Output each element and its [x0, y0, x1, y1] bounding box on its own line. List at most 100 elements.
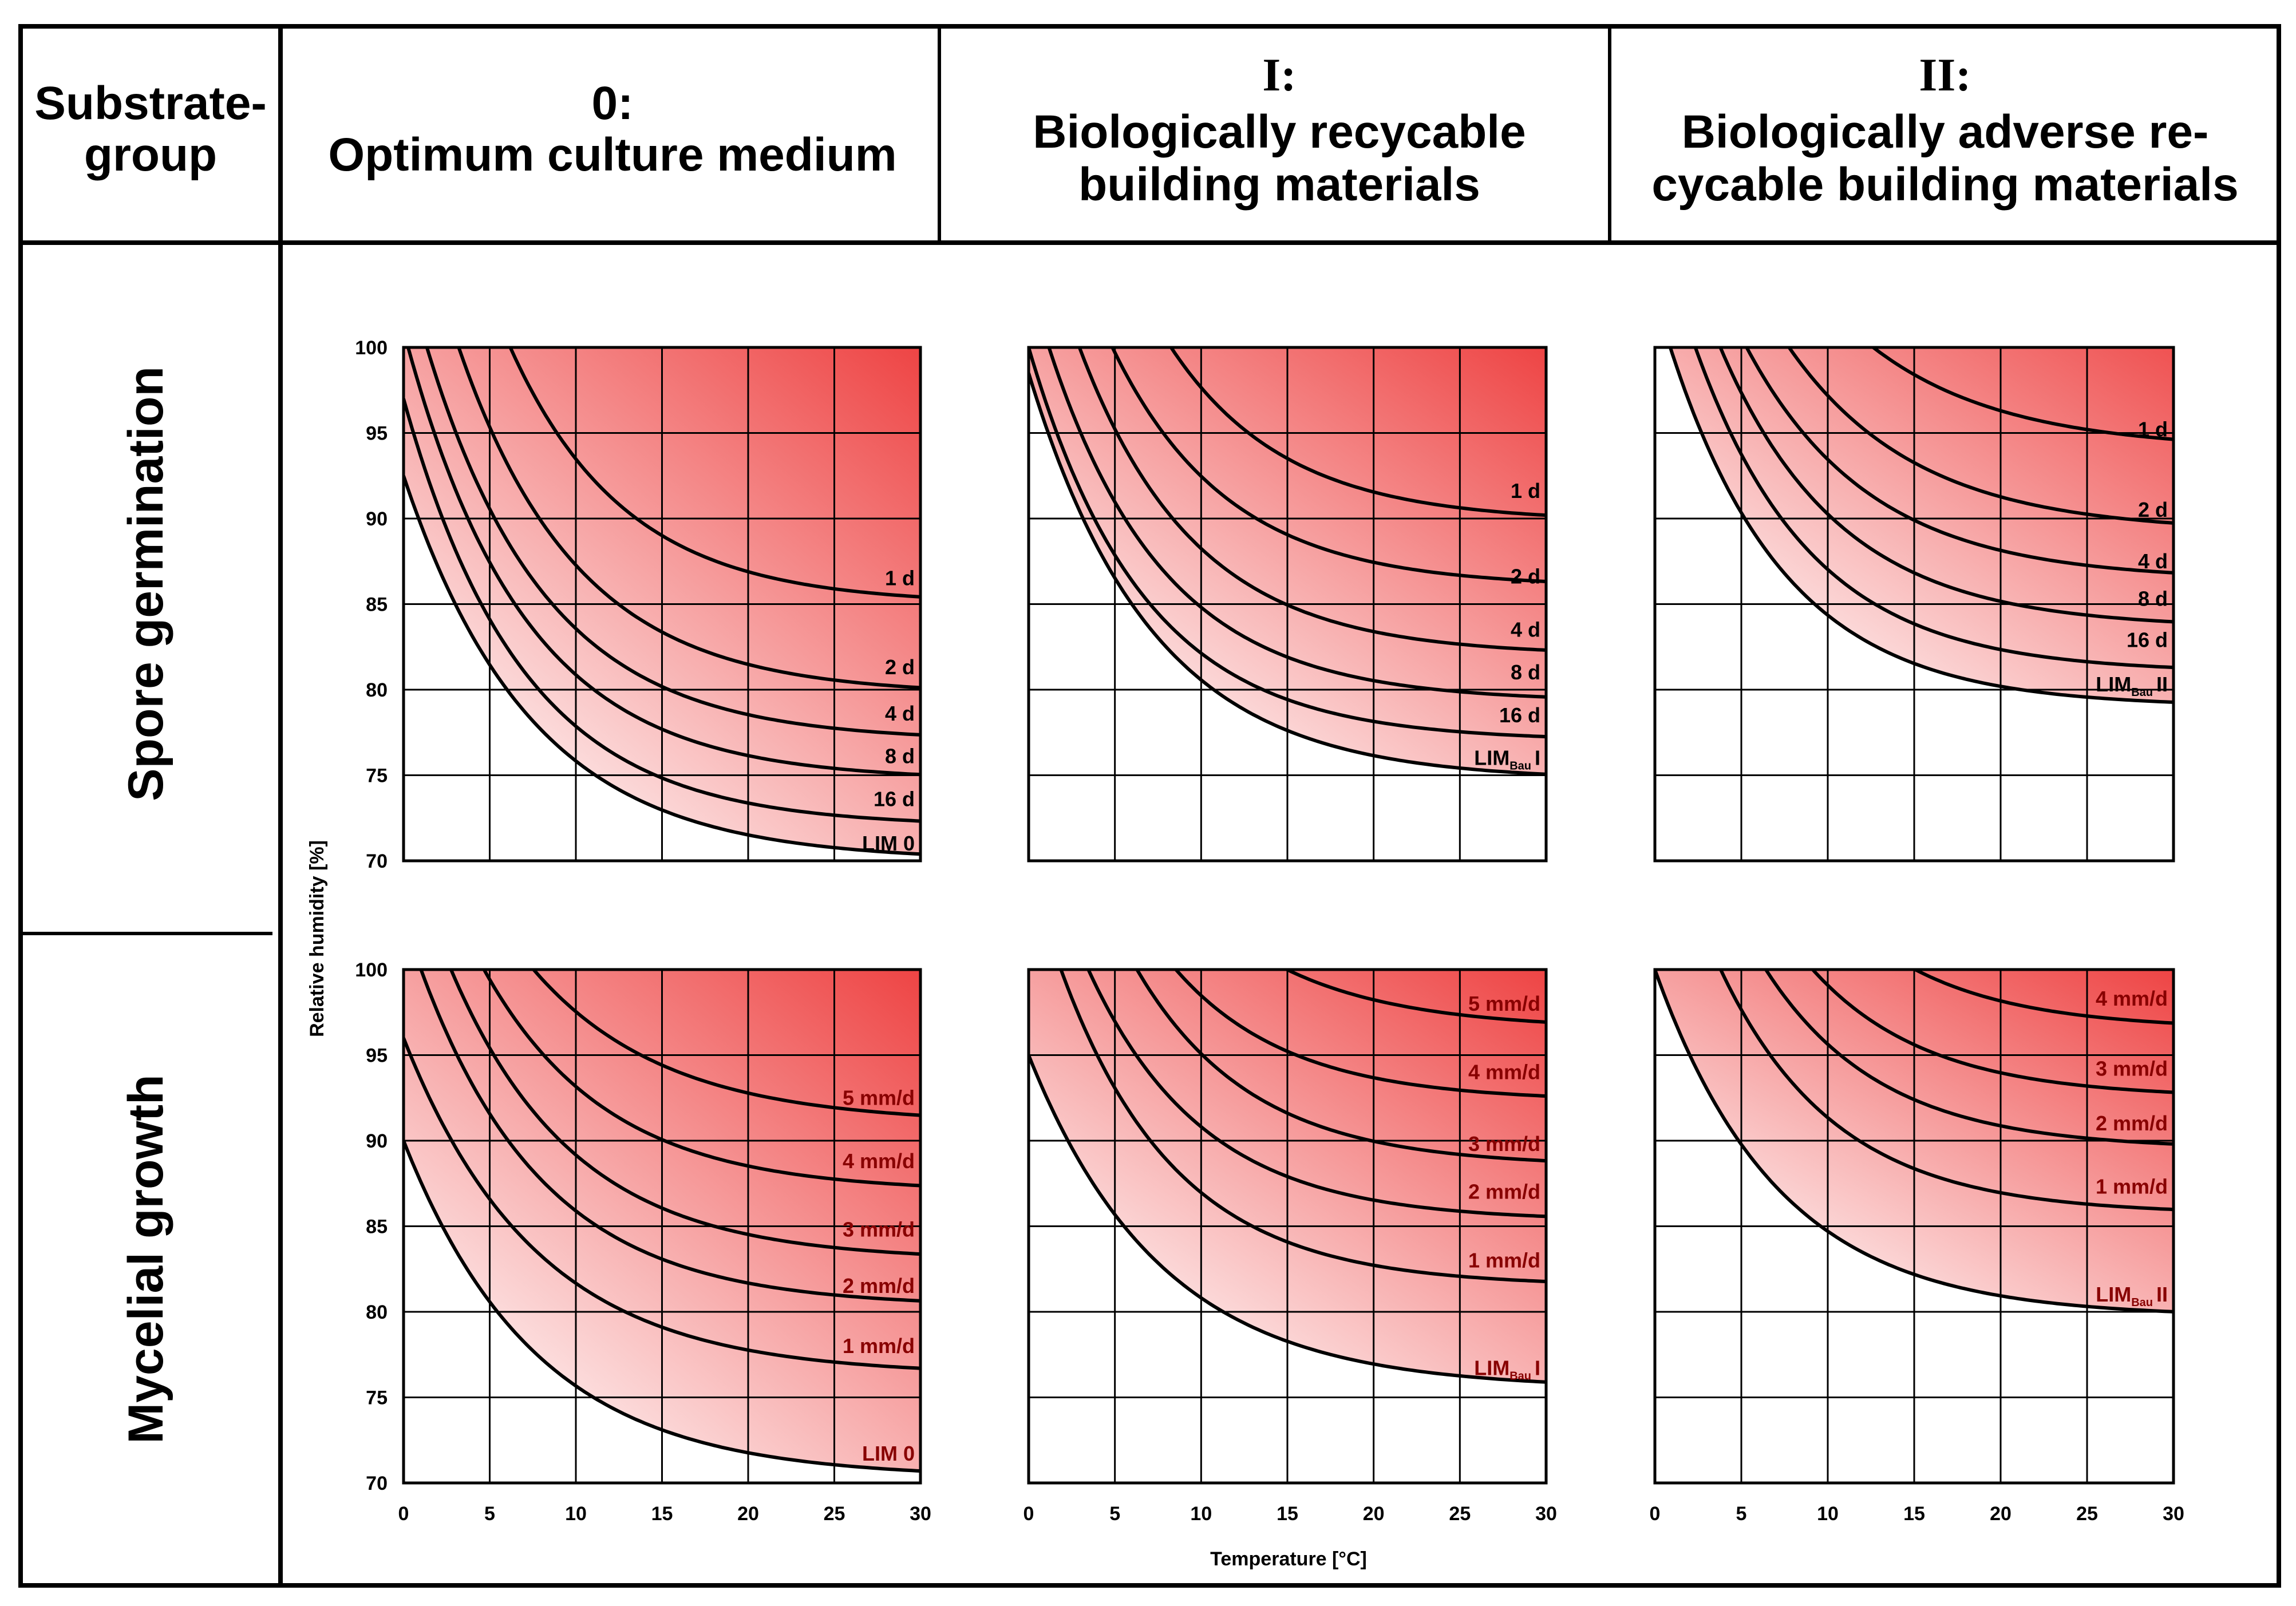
series-label: 2 d	[885, 655, 915, 679]
series-label: 2 mm/d	[2096, 1111, 2168, 1135]
series-line	[404, 1037, 920, 1370]
x-tick-label: 15	[1277, 1503, 1298, 1525]
series-line	[508, 347, 920, 599]
y-tick-label: 90	[366, 508, 388, 530]
series-line	[1135, 970, 1546, 1163]
header-col1-title: Optimum culture medium	[328, 129, 896, 181]
series-line	[404, 1140, 920, 1473]
plot-frame	[1653, 346, 2175, 863]
header-substrate-title: Substrate-	[34, 77, 267, 129]
series-line	[531, 970, 920, 1117]
y-axis-title: Relative humidity [%]	[306, 840, 328, 1037]
x-tick-label: 5	[1736, 1503, 1747, 1525]
series-label: 3 mm/d	[843, 1217, 915, 1241]
panel-myc-0: 5 mm/d 4 mm/d 3 mm/d 2 mm/d 1 mm/d LIM 0 70 75 8…	[355, 959, 931, 1525]
plot-frame	[1027, 968, 1548, 1485]
x-tick-label: 0	[398, 1503, 409, 1525]
series-label: 1 d	[1511, 479, 1540, 503]
series-line	[1810, 970, 2174, 1094]
series-line	[1787, 347, 2174, 525]
series-line	[1911, 970, 2174, 1025]
x-tick-label: 30	[910, 1503, 931, 1525]
panel-germ-0: 1 d 2 d 4 d 8 d 16 d LIM 0 70 75 80 85 90 95 100	[355, 337, 922, 872]
series-line	[425, 347, 920, 737]
x-tick-label: 15	[1903, 1503, 1925, 1525]
series-label: 1 mm/d	[1468, 1248, 1540, 1272]
y-tick-label: 95	[366, 423, 388, 445]
series-label: 2 mm/d	[1468, 1180, 1540, 1204]
x-tick-label: 10	[1817, 1503, 1839, 1525]
y-tick-label: 70	[366, 851, 388, 872]
series-line	[1029, 373, 1546, 776]
y-tick-label: 100	[355, 959, 388, 981]
series-label: 4 d	[2138, 549, 2168, 573]
header-substrate-title2: group	[84, 129, 217, 181]
series-label: 1 mm/d	[843, 1334, 915, 1358]
row-label-mycelial-growth: Mycelial growth	[118, 1074, 173, 1443]
x-tick-label: 10	[1190, 1503, 1212, 1525]
series-label: 8 d	[1511, 660, 1540, 684]
series-line	[1029, 347, 1546, 739]
series-line	[1668, 347, 2174, 704]
x-tick-label: 0	[1023, 1503, 1034, 1525]
plot-frame	[1027, 346, 1548, 863]
series-line	[404, 398, 920, 823]
series-label: 3 mm/d	[1468, 1132, 1540, 1156]
plot-frame	[402, 968, 922, 1485]
y-tick-label: 75	[366, 1387, 388, 1409]
x-tick-label: 30	[2163, 1503, 2184, 1525]
header-col3-number: II:	[1919, 49, 1971, 101]
x-tick-label: 25	[824, 1503, 845, 1525]
series-line	[419, 970, 920, 1303]
series-label: LIM 0	[862, 1442, 915, 1465]
x-tick-label: 25	[2076, 1503, 2098, 1525]
y-tick-label: 75	[366, 765, 388, 787]
series-line	[1047, 347, 1546, 699]
x-axis-title: Temperature [°C]	[1210, 1548, 1367, 1570]
series-label: 4 d	[1511, 618, 1540, 641]
y-tick-label: 80	[366, 1302, 388, 1323]
series-line	[1173, 970, 1546, 1098]
series-label: 3 mm/d	[2096, 1057, 2168, 1080]
x-tick-label: 5	[1109, 1503, 1120, 1525]
series-label: 5 mm/d	[843, 1086, 915, 1109]
series-label: 1 mm/d	[2096, 1175, 2168, 1198]
series-label: 16 d	[874, 787, 915, 810]
plot-frame	[402, 346, 922, 863]
y-tick-label: 90	[366, 1130, 388, 1152]
series-label: 5 mm/d	[1468, 992, 1540, 1015]
x-tick-label: 0	[1650, 1503, 1661, 1525]
series-label: 16 d	[2127, 628, 2168, 651]
y-tick-label: 80	[366, 679, 388, 701]
x-tick-label: 20	[1363, 1503, 1385, 1525]
series-line	[1718, 970, 2174, 1212]
x-tick-label: 25	[1449, 1503, 1471, 1525]
series-label: 8 d	[885, 745, 915, 768]
y-tick-label: 100	[355, 337, 388, 359]
header-col1-number: 0:	[592, 77, 634, 129]
series-line	[1655, 970, 2174, 1314]
y-tick-label: 85	[366, 594, 388, 616]
series-label: 2 mm/d	[843, 1274, 915, 1298]
series-line	[404, 475, 920, 856]
x-tick-label: 10	[565, 1503, 587, 1525]
y-tick-label: 85	[366, 1216, 388, 1238]
header-col2-number: I:	[1262, 49, 1296, 101]
series-label: 4 mm/d	[843, 1149, 915, 1173]
series-line	[449, 970, 920, 1256]
series-line	[1169, 347, 1546, 517]
table-frame	[18, 24, 2281, 1588]
series-label: 4 mm/d	[2096, 987, 2168, 1010]
series-line	[482, 970, 920, 1188]
series-label: 4 d	[885, 702, 915, 725]
x-tick-label: 15	[651, 1503, 673, 1525]
series-label: 1 d	[2138, 418, 2168, 441]
series-line	[1086, 970, 1546, 1219]
series-label: 4 mm/d	[1468, 1060, 1540, 1083]
series-label: 8 d	[2138, 587, 2168, 611]
